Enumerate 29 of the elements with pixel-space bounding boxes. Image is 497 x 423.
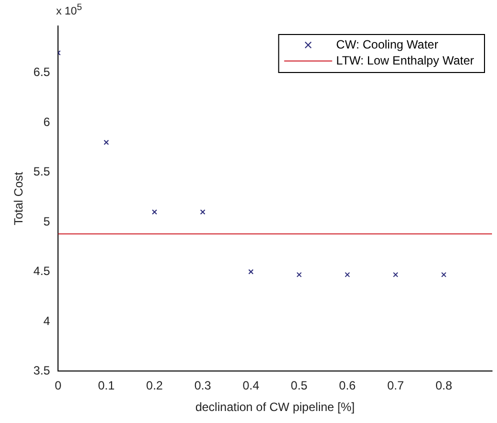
y-tick-label: 4 (43, 314, 50, 328)
x-tick-label: 0.2 (146, 378, 164, 393)
y-tick-label: 3.5 (33, 364, 50, 378)
y-tick-label: 6.5 (33, 65, 50, 80)
y-axis-title: Total Cost (12, 171, 26, 226)
legend-label: CW: Cooling Water (336, 37, 438, 52)
y-tick-label: 5 (43, 214, 50, 228)
point (152, 209, 158, 215)
x-tick-label: 0.8 (435, 378, 452, 393)
x-tick-label: 0.1 (98, 378, 115, 393)
text: x 10$^{5}$ (56, 2, 82, 18)
x-tick-label: 0.7 (387, 378, 404, 393)
x-axis-title: declination of CW pipeline [%] (195, 400, 355, 414)
point (344, 272, 350, 278)
y-tick-label: 5.5 (33, 164, 50, 179)
x-tick-label: 0.3 (194, 378, 212, 393)
x-tick-label: 0.5 (290, 378, 308, 393)
x-tick-label: 0 (54, 378, 62, 393)
point (392, 272, 398, 278)
point (200, 209, 206, 215)
y-tick-label: 4.5 (33, 264, 50, 278)
x-tick-label: 0.6 (339, 378, 356, 393)
point (441, 272, 446, 278)
point (248, 269, 254, 274)
legend-label: LTW: Low Enthalpy Water (336, 53, 474, 68)
x-tick-label: 0.4 (242, 378, 260, 393)
point (296, 272, 302, 278)
point (104, 140, 109, 146)
y-tick-label: 6 (43, 114, 50, 129)
